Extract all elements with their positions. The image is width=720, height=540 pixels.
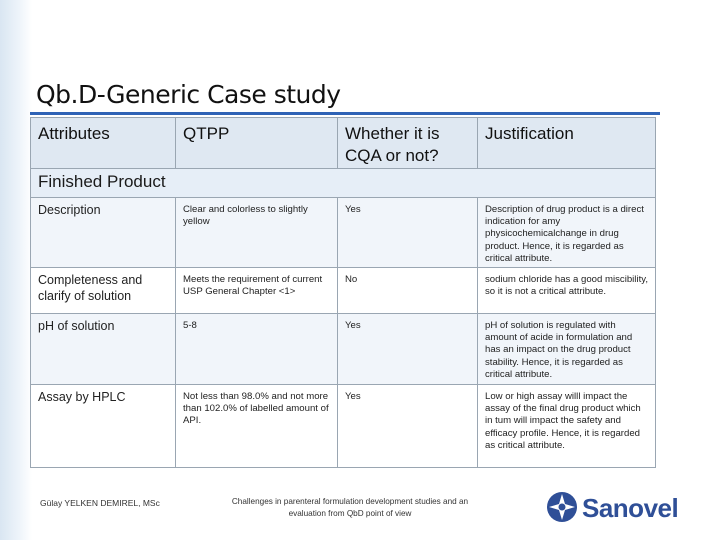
cell-attribute: Completeness and clarify of solution	[30, 267, 176, 314]
section-finished-product: Finished Product	[30, 168, 656, 198]
cell-attribute: Assay by HPLC	[30, 384, 176, 468]
slide-title: Qb.D-Generic Case study	[36, 80, 341, 109]
cell-cqa: No	[337, 267, 478, 314]
cell-cqa: Yes	[337, 197, 478, 268]
cell-cqa: Yes	[337, 384, 478, 468]
sanovel-logo: Sanovel	[547, 492, 679, 523]
header-justification: Justification	[477, 117, 656, 169]
cell-qtpp: Meets the requirement of current USP Gen…	[175, 267, 338, 314]
title-underline	[30, 112, 660, 115]
cell-justification: Low or high assay willl impact the assay…	[477, 384, 656, 468]
cell-qtpp: Not less than 98.0% and not more than 10…	[175, 384, 338, 468]
cell-attribute: pH of solution	[30, 313, 176, 385]
cell-justification: sodium chloride has a good miscibility, …	[477, 267, 656, 314]
table-header-row: Attributes QTPP Whether it is CQA or not…	[30, 117, 656, 169]
left-gradient-band	[0, 0, 32, 540]
cell-qtpp: Clear and colorless to slightly yellow	[175, 197, 338, 268]
table-row: Description Clear and colorless to sligh…	[30, 197, 656, 268]
cell-justification: pH of solution is regulated with amount …	[477, 313, 656, 385]
cell-justification: Description of drug product is a direct …	[477, 197, 656, 268]
footer-author: Gülay YELKEN DEMIREL, MSc	[40, 498, 160, 508]
sanovel-logo-text: Sanovel	[582, 493, 678, 523]
table-row: pH of solution 5-8 Yes pH of solution is…	[30, 313, 656, 385]
footer-caption: Challenges in parenteral formulation dev…	[231, 497, 469, 518]
cell-qtpp: 5-8	[175, 313, 338, 385]
case-study-table: Attributes QTPP Whether it is CQA or not…	[30, 117, 656, 468]
header-cqa: Whether it is CQA or not?	[337, 117, 478, 169]
table-row: Assay by HPLC Not less than 98.0% and no…	[30, 384, 656, 468]
table-row: Completeness and clarify of solution Mee…	[30, 267, 656, 314]
cell-cqa: Yes	[337, 313, 478, 385]
sanovel-star-icon	[547, 492, 577, 522]
cell-attribute: Description	[30, 197, 176, 268]
section-row: Finished Product	[30, 168, 656, 198]
header-attributes: Attributes	[30, 117, 176, 169]
header-qtpp: QTPP	[175, 117, 338, 169]
